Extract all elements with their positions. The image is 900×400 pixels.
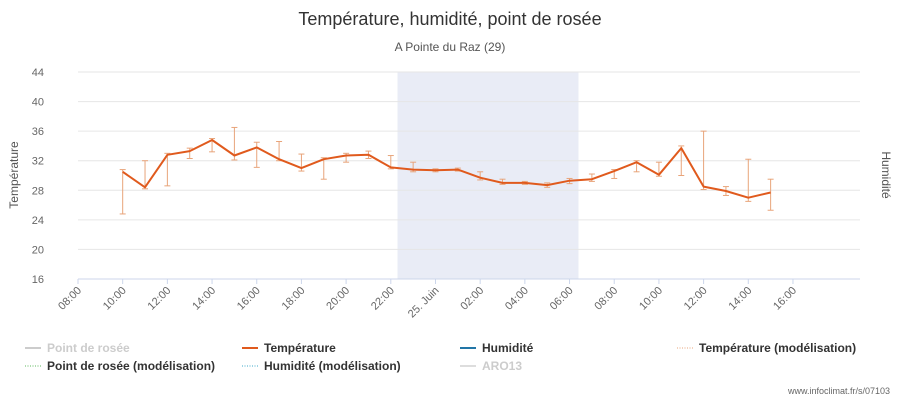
y-axis-ticks: 16 20 24 28 32 36 40 44 (32, 67, 44, 286)
x-tick-label: 25. Juin (406, 285, 442, 321)
error-bar (164, 152, 171, 187)
x-tick-label: 14:00 (726, 285, 754, 313)
legend-item[interactable]: ARO13 (460, 359, 522, 373)
legend-item[interactable]: Température (modélisation) (677, 341, 856, 355)
plot-area: 16 20 24 28 32 36 40 44 08:00 10:00 12:00 14:00 16:… (32, 67, 860, 320)
error-bar (767, 178, 774, 211)
chart-subtitle: A Pointe du Raz (29) (395, 40, 506, 54)
x-tick-label: 12:00 (682, 285, 710, 313)
legend-label: Humidité (modélisation) (264, 359, 401, 373)
legend-item[interactable]: Point de rosée (modélisation) (25, 359, 215, 373)
error-bar (700, 130, 707, 191)
legend-label: Température (modélisation) (699, 341, 856, 355)
chart-credit[interactable]: www.infoclimat.fr/s/07103 (787, 386, 890, 396)
y-tick-label: 36 (32, 126, 44, 138)
y2-axis-title: Humidité (879, 151, 893, 199)
x-tick-label: 16:00 (235, 285, 263, 313)
x-tick-label: 18:00 (280, 285, 308, 313)
error-bar (186, 147, 193, 159)
error-bar (119, 169, 126, 215)
legend-item[interactable]: Humidité (460, 341, 534, 355)
x-tick-label: 12:00 (146, 285, 174, 313)
y-tick-label: 40 (32, 97, 44, 109)
grid-lines (78, 71, 860, 280)
x-tick-label: 04:00 (503, 285, 531, 313)
y-tick-label: 32 (32, 156, 44, 168)
chart-legend: Point de rosée Température Humidité Tempéra… (25, 341, 856, 373)
x-tick-label: 14:00 (190, 285, 218, 313)
legend-item[interactable]: Température (242, 341, 336, 355)
error-bar (320, 157, 327, 180)
error-bar (745, 158, 752, 202)
x-axis-ticks: 08:00 10:00 12:00 14:00 16:00 18:00 20:00 22:00… (56, 279, 799, 320)
chart-title: Température, humidité, point de rosée (298, 9, 601, 29)
x-tick-label: 08:00 (592, 285, 620, 313)
error-bar (678, 145, 685, 176)
x-tick-label: 10:00 (101, 285, 129, 313)
x-tick-label: 16:00 (771, 285, 799, 313)
series-line-temperature (122, 139, 771, 199)
y-tick-label: 44 (32, 67, 44, 79)
legend-item[interactable]: Point de rosée (25, 341, 130, 355)
y-tick-label: 16 (32, 274, 44, 286)
legend-item[interactable]: Humidité (modélisation) (242, 359, 401, 373)
series-lines (122, 139, 771, 199)
y-tick-label: 24 (32, 215, 44, 227)
x-tick-label: 22:00 (369, 285, 397, 313)
legend-label: Température (264, 341, 336, 355)
y-tick-label: 28 (32, 185, 44, 197)
y-tick-label: 20 (32, 244, 44, 256)
night-band (397, 72, 579, 279)
legend-label: Point de rosée (47, 341, 130, 355)
x-tick-label: 10:00 (637, 285, 665, 313)
x-tick-label: 06:00 (548, 285, 576, 313)
error-bar (253, 141, 260, 168)
x-tick-label: 20:00 (324, 285, 352, 313)
legend-label: Point de rosée (modélisation) (47, 359, 215, 373)
error-bar (142, 160, 149, 190)
x-tick-label: 08:00 (56, 285, 84, 313)
legend-label: Humidité (482, 341, 534, 355)
x-tick-label: 02:00 (458, 285, 486, 313)
y-axis-title: Température (7, 141, 21, 209)
legend-label: ARO13 (482, 359, 522, 373)
